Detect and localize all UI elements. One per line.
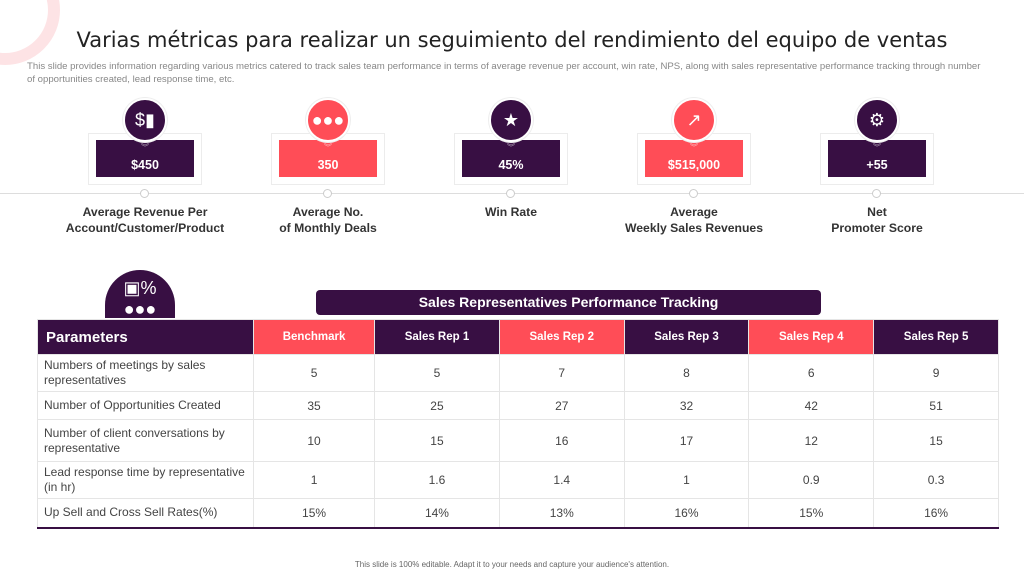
value-cell: 0.9 — [748, 461, 875, 499]
metric-value: $450 — [96, 140, 194, 177]
value-cell: 17 — [623, 419, 750, 462]
value-cell: 1.4 — [498, 461, 625, 499]
column-header: Parameters — [37, 319, 254, 355]
column-header: Sales Rep 3 — [623, 319, 750, 355]
parameter-cell: Numbers of meetings by sales representat… — [37, 354, 254, 392]
table-row: Up Sell and Cross Sell Rates(%) 15% 14% 13%… — [37, 498, 999, 529]
metric-label-line1: Average — [670, 205, 718, 219]
column-header: Sales Rep 2 — [498, 319, 625, 355]
performance-table: Parameters Benchmark Sales Rep 1 Sales Rep … — [37, 319, 999, 529]
metric-value: 45% — [462, 140, 560, 177]
value-cell: 1.6 — [374, 461, 500, 499]
value-cell: 15 — [873, 419, 999, 462]
value-cell: 15% — [748, 498, 875, 529]
value-cell: 1 — [252, 461, 376, 499]
timeline-dot — [323, 189, 332, 198]
metric-label-line2: Account/Customer/Product — [65, 221, 225, 235]
column-header: Sales Rep 1 — [374, 319, 500, 355]
metric-label-line2: Weekly Sales Revenues — [625, 221, 763, 235]
value-cell: 42 — [748, 391, 875, 420]
metric-label: Win Rate — [414, 204, 608, 220]
table-row: Lead response time by representative (in… — [37, 461, 999, 499]
metric-label-line1: Average Revenue Per — [82, 205, 208, 219]
timeline-dot — [872, 189, 881, 198]
table-banner: Sales Representatives Performance Tracki… — [316, 290, 821, 315]
column-header: Sales Rep 4 — [748, 319, 875, 355]
chevron-down-icon: ︾ — [141, 143, 149, 152]
value-cell: 5 — [374, 354, 500, 392]
metric-label-line1: Average No. — [292, 205, 364, 219]
parameter-cell: Up Sell and Cross Sell Rates(%) — [37, 498, 254, 529]
parameter-cell: Number of client conversations by repres… — [37, 419, 254, 462]
metric-value: 350 — [279, 140, 377, 177]
timeline-dot — [506, 189, 515, 198]
document-star-icon: ★ — [489, 98, 533, 142]
value-cell: 35 — [252, 391, 376, 420]
parameter-cell: Lead response time by representative (in… — [37, 461, 254, 499]
revenue-chart-icon: $▮ — [123, 98, 167, 142]
chevron-down-icon: ︾ — [324, 143, 332, 152]
timeline-dot — [140, 189, 149, 198]
table-row: Numbers of meetings by sales representat… — [37, 354, 999, 392]
table-row: Number of Opportunities Created 35 25 27 32 4… — [37, 391, 999, 420]
metric-label: Average Weekly Sales Revenues — [597, 204, 791, 236]
value-cell: 25 — [374, 391, 500, 420]
table-row: Number of client conversations by repres… — [37, 419, 999, 462]
metric-label: Net Promoter Score — [780, 204, 974, 236]
value-cell: 32 — [623, 391, 750, 420]
value-cell: 6 — [748, 354, 875, 392]
value-cell: 8 — [623, 354, 750, 392]
value-cell: 15% — [252, 498, 376, 529]
metric-label: Average Revenue Per Account/Customer/Prod… — [48, 204, 242, 236]
value-cell: 27 — [498, 391, 625, 420]
page-subtitle: This slide provides information regardin… — [27, 61, 981, 85]
value-cell: 16 — [498, 419, 625, 462]
value-cell: 0.3 — [873, 461, 999, 499]
column-header: Sales Rep 5 — [873, 319, 999, 355]
metric-value: +55 — [828, 140, 926, 177]
value-cell: 12 — [748, 419, 875, 462]
value-cell: 16% — [873, 498, 999, 529]
chevron-down-icon: ︾ — [507, 143, 515, 152]
parameter-cell: Number of Opportunities Created — [37, 391, 254, 420]
value-cell: 51 — [873, 391, 999, 420]
value-cell: 14% — [374, 498, 500, 529]
chevron-down-icon: ︾ — [690, 143, 698, 152]
score-settings-icon: ⚙ — [855, 98, 899, 142]
metric-label-line1: Win Rate — [484, 205, 538, 219]
presentation-audience-icon: ▣% ●●● — [105, 270, 175, 319]
page-title: Varias métricas para realizar un seguimi… — [76, 28, 948, 52]
value-cell: 16% — [623, 498, 750, 529]
column-header: Benchmark — [252, 319, 376, 355]
value-cell: 13% — [498, 498, 625, 529]
metric-label: Average No. of Monthly Deals — [231, 204, 425, 236]
value-cell: 10 — [252, 419, 376, 462]
value-cell: 1 — [623, 461, 750, 499]
footer-note: This slide is 100% editable. Adapt it to… — [354, 560, 670, 569]
chevron-down-icon: ︾ — [873, 143, 881, 152]
metric-label-line1: Net — [867, 205, 887, 219]
value-cell: 9 — [873, 354, 999, 392]
value-cell: 7 — [498, 354, 625, 392]
metric-value: $515,000 — [645, 140, 743, 177]
metric-label-line2: of Monthly Deals — [279, 221, 377, 235]
team-icon: ●●● — [306, 98, 350, 142]
value-cell: 15 — [374, 419, 500, 462]
growth-chart-icon: ↗ — [672, 98, 716, 142]
value-cell: 5 — [252, 354, 376, 392]
timeline-dot — [689, 189, 698, 198]
metric-label-line2: Promoter Score — [831, 221, 923, 235]
